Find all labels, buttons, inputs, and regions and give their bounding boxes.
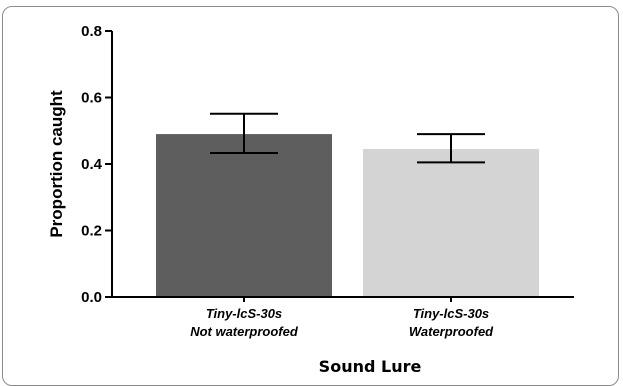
y-tick-label-3: 0.4 [81,156,103,173]
bar-2 [363,149,539,297]
x-tick-label-2: Tiny-lcS-30s Waterproofed [409,306,494,339]
y-tick-label-4: 0.6 [81,90,102,107]
bar-1 [156,134,332,297]
x-tick-label-1: Tiny-lcS-30s Not waterproofed [190,306,299,339]
y-tick-label-1: 0.0 [81,289,102,306]
y-tick-label-2: 0.2 [81,223,102,240]
bar-chart: Proportion caught Sound Lure Tiny-lcS-30… [47,23,574,375]
y-tick-label-5: 0.8 [81,23,102,40]
x-axis-label: Sound Lure [319,357,422,375]
y-axis-label: Proportion caught [47,90,66,238]
